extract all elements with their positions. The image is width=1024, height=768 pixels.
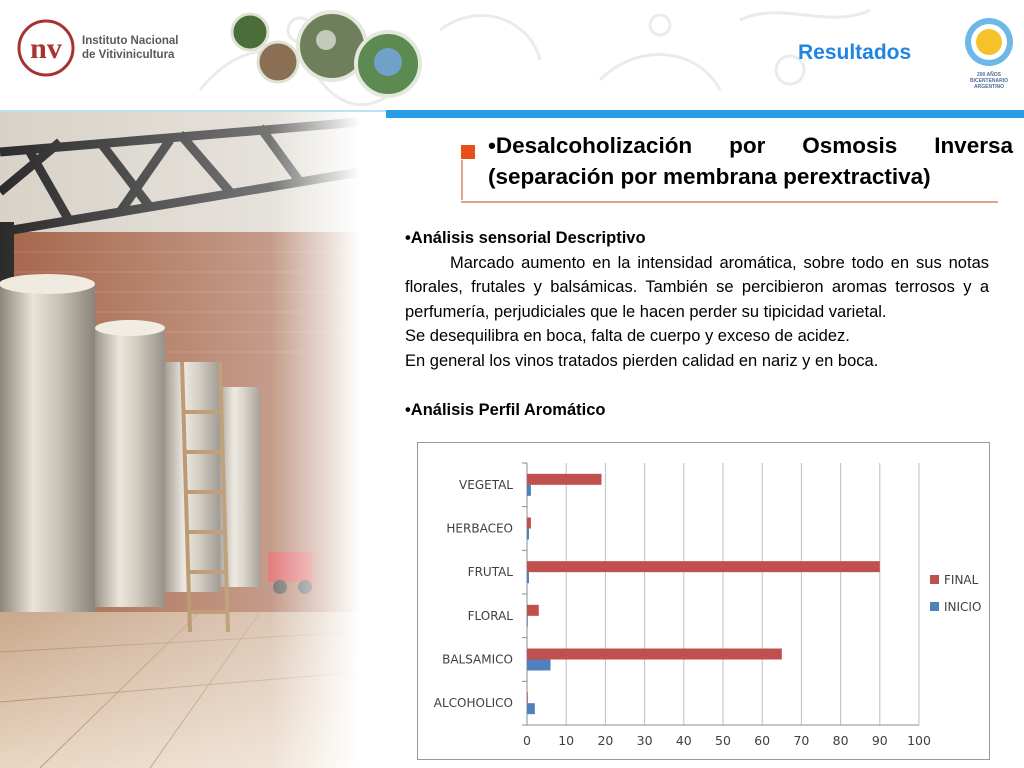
logo-letters: nv [30,32,62,65]
legend-label: INICIO [944,600,981,614]
org-name-line2: de Vitivinicultura [82,49,175,61]
x-tick-label: 90 [872,733,888,748]
bicentenario-line1: 200 AÑOS [977,72,1001,78]
bicentenario-line3: ARGENTINO [974,84,1004,90]
title-decoration-horizontal [461,201,998,203]
header-divider-bar [386,110,1024,118]
bar-final [527,648,782,660]
bar-inicio [527,615,528,627]
category-label: BALSAMICO [442,653,513,667]
bicentenario-logo [965,18,1013,66]
winery-tanks-photo [0,112,360,768]
bar-inicio [527,528,529,540]
sensorial-heading: •Análisis sensorial Descriptivo [405,229,646,247]
category-label: HERBACEO [446,522,513,536]
x-tick-label: 10 [558,733,574,748]
bar-inicio [527,659,551,671]
spacer [405,373,989,398]
bar-inicio [527,484,531,496]
x-tick-label: 70 [793,733,809,748]
body-text: •Análisis sensorial Descriptivo Marcado … [405,226,989,422]
org-name-line1: Instituto Nacional [82,35,179,47]
header: nv Instituto Nacional de Vitivinicultura… [0,0,1024,112]
x-tick-label: 100 [907,733,931,748]
bar-final [527,473,602,485]
inv-logo: nv [17,19,75,77]
x-tick-label: 0 [523,733,531,748]
x-tick-label: 50 [715,733,731,748]
body-line-3: En general los vinos tratados pierden ca… [405,351,879,370]
title-decoration-vertical [461,160,463,200]
bar-final [527,517,531,529]
category-label: ALCOHOLICO [434,696,513,710]
header-divider-left [0,110,386,112]
bicentenario-text: 200 AÑOS BICENTENARIO ARGENTINO [962,72,1016,90]
org-name: Instituto Nacional de Vitivinicultura [82,34,178,62]
title-bullet-square [461,145,475,159]
legend-label: FINAL [944,573,979,587]
x-tick-label: 80 [833,733,849,748]
x-tick-label: 20 [597,733,613,748]
legend-swatch-inicio [930,602,939,611]
bar-final [527,692,528,704]
bicentenario-line2: BICENTENARIO [969,78,1009,84]
aromatic-heading: •Análisis Perfil Aromático [405,400,606,419]
category-label: VEGETAL [459,478,513,492]
bar-final [527,604,539,616]
legend-swatch-final [930,575,939,584]
header-photo-collage [230,10,422,98]
category-label: FLORAL [468,609,514,623]
main-title: •Desalcoholización por Osmosis Inversa (… [488,133,1013,189]
bar-final [527,561,880,573]
x-tick-label: 60 [754,733,770,748]
category-label: FRUTAL [468,565,514,579]
sensorial-paragraph: Marcado aumento en la intensidad aromáti… [405,253,989,321]
x-tick-label: 30 [637,733,653,748]
bar-inicio [527,703,535,715]
bar-inicio [527,572,529,584]
aromatic-profile-chart-svg: 0 10 20 30 40 50 60 70 80 90 100 VEGETAL HERBACEO FRU… [434,462,981,748]
x-tick-label: 40 [676,733,692,748]
aromatic-profile-chart: 0 10 20 30 40 50 60 70 80 90 100 VEGETAL HERBACEO FRU… [417,442,990,760]
body-line-2: Se desequilibra en boca, falta de cuerpo… [405,327,850,345]
section-title: Resultados [798,41,912,64]
